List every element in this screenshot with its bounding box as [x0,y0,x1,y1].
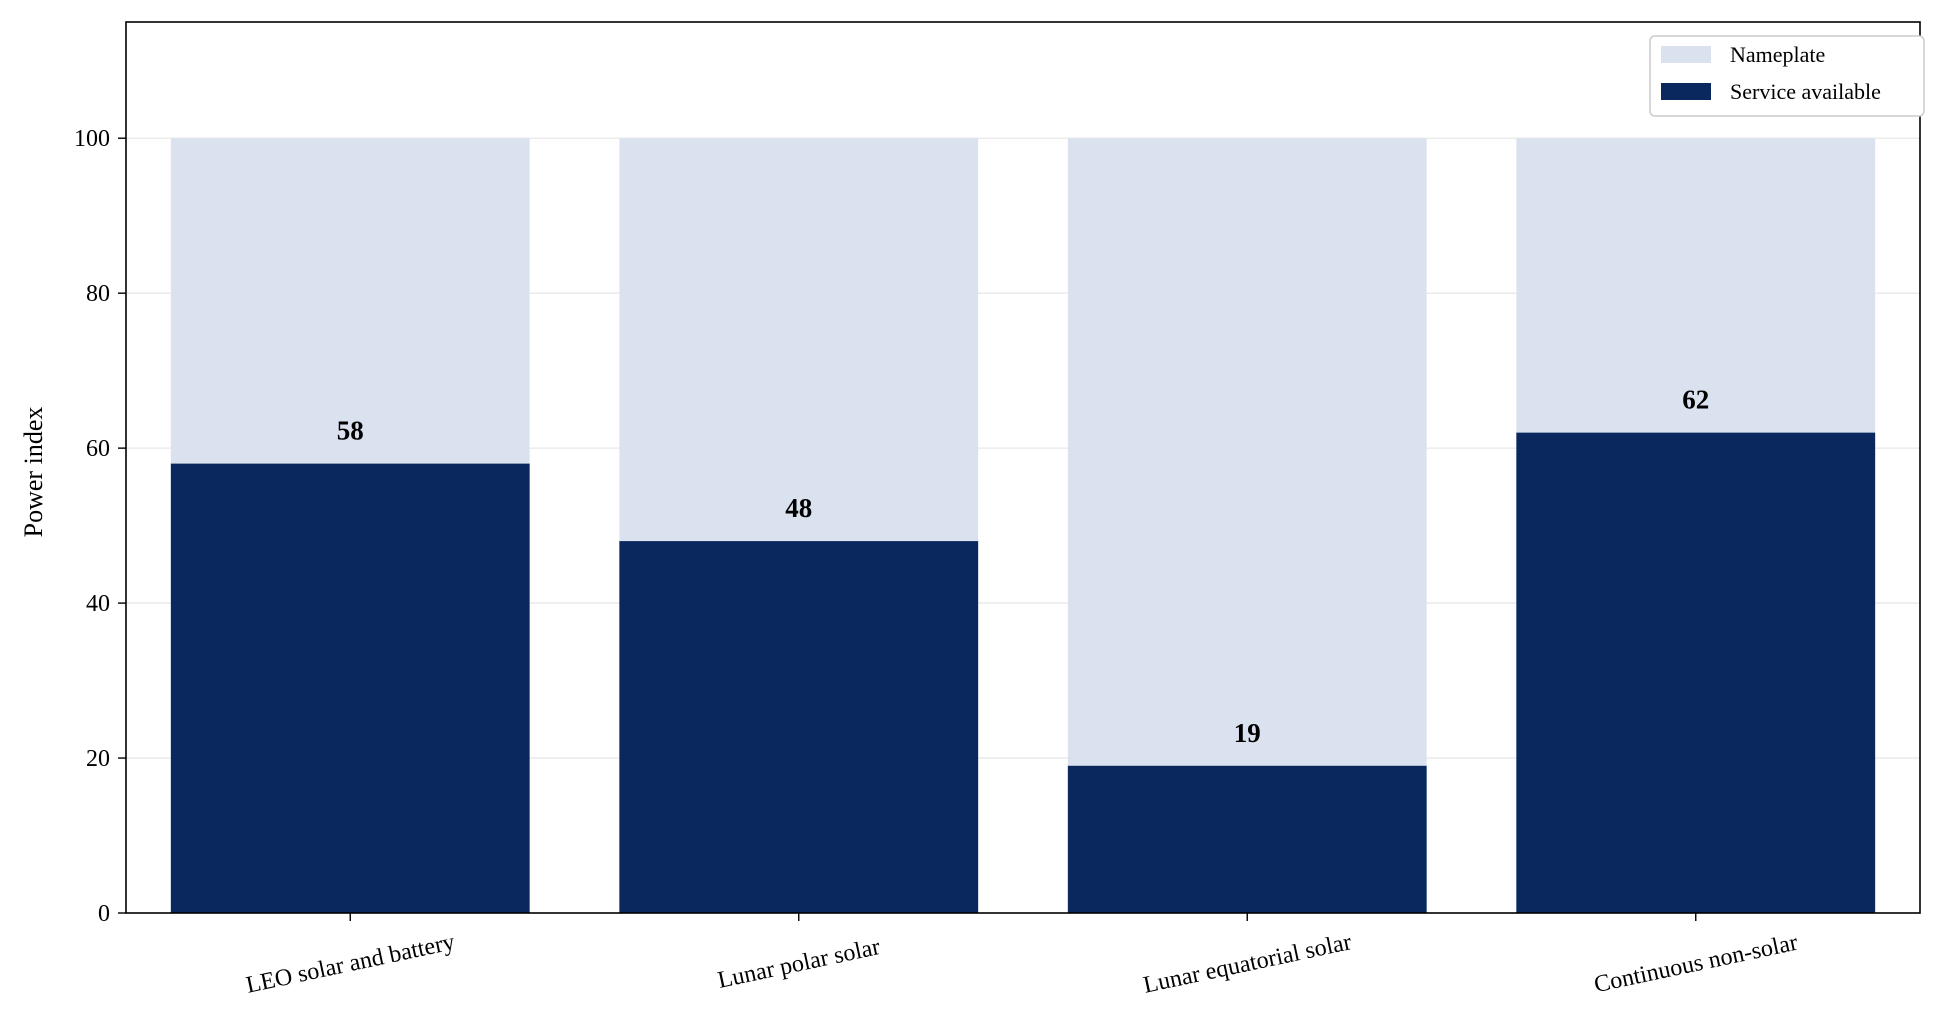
y-axis-title: Power index [19,407,48,538]
y-tick-label: 100 [74,126,110,152]
y-tick-label: 80 [86,281,110,307]
legend-box [1649,35,1925,117]
legend-swatch-service-available [1661,83,1711,100]
x-tick-label: Lunar equatorial solar [1141,929,1354,998]
bar-service-available [619,541,979,913]
legend-label-nameplate: Nameplate [1730,42,1825,67]
x-tick-label: Continuous non-solar [1592,930,1800,999]
bars [170,138,1876,913]
legend: Nameplate Service available [1649,35,1925,117]
y-tick-label: 60 [86,436,110,462]
bar-service-available [1067,765,1427,913]
legend-label-service-available: Service available [1730,79,1881,104]
bar-service-available [170,463,530,913]
plot-frame [125,21,1921,914]
data-label: 48 [785,493,812,523]
data-label: 58 [337,416,364,446]
x-tick-label: LEO solar and battery [244,929,457,999]
bar-service-available [1516,432,1876,913]
x-tick-label: Lunar polar solar [715,934,882,994]
legend-swatch-nameplate [1661,46,1711,63]
y-tick-label: 20 [86,746,110,772]
y-tick-label: 0 [98,901,110,927]
data-label: 19 [1234,718,1261,748]
data-labels: 58 48 19 62 [337,385,1710,748]
data-label: 62 [1682,385,1709,415]
y-tick-label: 40 [86,591,110,617]
